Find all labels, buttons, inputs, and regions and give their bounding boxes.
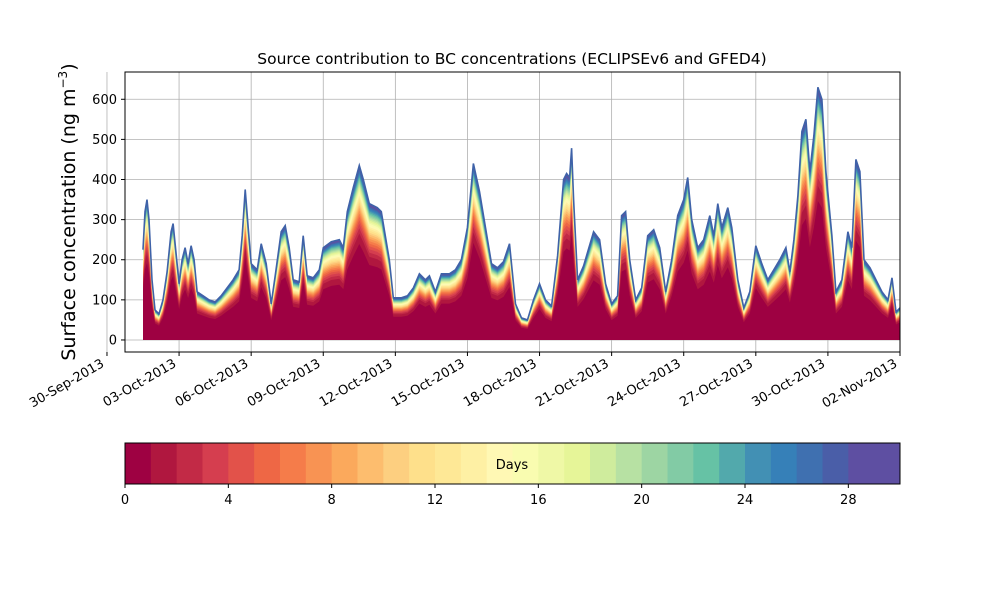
y-axis-label-main: Surface concentration (ng m	[58, 89, 80, 361]
colorbar-swatch	[460, 443, 488, 484]
total-concentration-line	[142, 86, 900, 321]
y-tick-label: 0	[109, 333, 117, 348]
colorbar-swatch	[615, 443, 643, 484]
colorbar-tick-label: 20	[633, 493, 650, 508]
colorbar-swatch	[822, 443, 849, 484]
colorbar-swatch	[125, 443, 152, 484]
plot-frame	[124, 71, 901, 353]
colorbar-tick-label: 8	[328, 493, 336, 508]
colorbar-swatch	[331, 443, 358, 484]
colorbar-swatch	[305, 443, 333, 484]
area-band-day-0	[143, 201, 900, 340]
stacked-area-layer	[142, 86, 900, 340]
x-tick-label: 06-Oct-2013	[173, 356, 251, 410]
colorbar-swatch	[641, 443, 668, 484]
colorbar-tick-label: 12	[427, 493, 444, 508]
x-axis: 30-Sep-201303-Oct-201306-Oct-201309-Oct-…	[27, 352, 901, 411]
colorbar: Days 0 4 8 12 16 20 24 28	[121, 442, 901, 508]
colorbar-tick-label: 28	[840, 493, 857, 508]
colorbar-swatch	[383, 443, 410, 484]
colorbar-swatch	[770, 443, 798, 484]
colorbar-swatch	[512, 443, 539, 484]
colorbar-swatch	[745, 443, 772, 484]
y-tick-label: 400	[92, 173, 117, 188]
x-tick-label: 21-Oct-2013	[533, 356, 611, 410]
colorbar-swatch	[357, 443, 384, 484]
colorbar-swatch	[486, 443, 513, 484]
chart-title: Source contribution to BC concentrations…	[257, 50, 766, 68]
colorbar-swatch	[202, 443, 229, 484]
colorbar-swatch	[564, 443, 591, 484]
y-tick-label: 500	[92, 133, 117, 148]
x-tick-label: 12-Oct-2013	[317, 356, 395, 410]
colorbar-swatch	[538, 443, 565, 484]
colorbar-tick-label: 16	[530, 493, 547, 508]
colorbar-swatch	[280, 443, 307, 484]
colorbar-swatch	[176, 443, 203, 484]
x-tick-label: 30-Oct-2013	[750, 356, 828, 410]
colorbar-tick-label: 4	[224, 493, 232, 508]
y-tick-label: 100	[92, 293, 117, 308]
colorbar-swatch	[150, 443, 178, 484]
y-tick-label: 200	[92, 253, 117, 268]
colorbar-tick-label: 0	[121, 493, 129, 508]
colorbar-swatch	[409, 443, 436, 484]
colorbar-swatch	[796, 443, 823, 484]
colorbar-label: Days	[496, 458, 529, 473]
colorbar-swatch	[719, 443, 746, 484]
colorbar-swatch	[254, 443, 281, 484]
colorbar-swatch	[874, 443, 901, 484]
x-tick-label: 03-Oct-2013	[101, 356, 179, 410]
colorbar-swatches	[125, 443, 901, 484]
colorbar-swatch	[228, 443, 255, 484]
x-tick-label: 02-Nov-2013	[820, 356, 900, 411]
colorbar-swatch	[435, 443, 462, 484]
y-tick-label: 300	[92, 213, 117, 228]
x-tick-label: 09-Oct-2013	[245, 356, 323, 410]
y-axis-label-sup: −3	[56, 71, 70, 89]
x-tick-label: 27-Oct-2013	[677, 356, 755, 410]
x-tick-label: 18-Oct-2013	[461, 356, 539, 410]
colorbar-frame	[124, 442, 901, 485]
colorbar-tick-label: 24	[737, 493, 754, 508]
y-axis: 0 100 200 300 400 500 600	[92, 93, 125, 348]
colorbar-swatch	[667, 443, 694, 484]
x-tick-label: 15-Oct-2013	[389, 356, 467, 410]
y-axis-label: Surface concentration (ng m−3)	[56, 63, 80, 360]
colorbar-swatch	[590, 443, 617, 484]
y-axis-label-close: )	[58, 63, 80, 70]
colorbar-ticks: 0 4 8 12 16 20 24 28	[121, 484, 857, 508]
x-tick-label: 30-Sep-2013	[27, 356, 107, 411]
x-tick-label: 24-Oct-2013	[605, 356, 683, 410]
y-tick-label: 600	[92, 93, 117, 108]
colorbar-swatch	[848, 443, 875, 484]
colorbar-swatch	[693, 443, 720, 484]
